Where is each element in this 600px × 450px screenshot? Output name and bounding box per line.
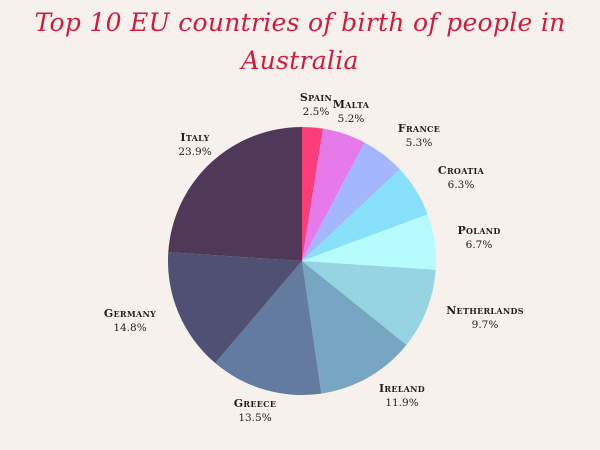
pie-slice-spain: [302, 127, 323, 261]
pie-slice-germany: [167, 252, 302, 364]
pie-slice-poland: [302, 214, 437, 270]
pie-slice-netherlands: [302, 261, 436, 345]
slice-label-ireland: Ireland: [379, 382, 425, 395]
pie-labels: Spain 2.5%Malta 5.2% France 5.3% Croatia 6.3% P…: [104, 91, 524, 424]
slice-value-croatia: 6.3%: [448, 179, 475, 191]
slice-label-france: France: [398, 122, 440, 135]
pie-slices: [167, 127, 437, 396]
slice-value-poland: 6.7%: [466, 239, 493, 251]
pie-slice-ireland: [302, 261, 407, 394]
slice-label-spain: Spain: [300, 91, 332, 104]
slice-label-greece: Greece: [234, 397, 277, 410]
pie-slice-malta: [302, 128, 365, 261]
slice-label-malta: Malta: [333, 98, 370, 111]
slice-label-netherlands: Netherlands: [446, 304, 524, 317]
pie-slice-croatia: [302, 169, 428, 261]
slice-label-croatia: Croatia: [438, 164, 485, 177]
pie-slice-greece: [215, 261, 322, 396]
slice-label-italy: Italy: [180, 131, 209, 144]
slice-value-italy: 23.9%: [178, 146, 211, 158]
slice-value-ireland: 11.9%: [385, 397, 418, 409]
chart-title-line-1: Top 10 EU countries of birth of people i…: [34, 8, 566, 37]
slice-value-netherlands: 9.7%: [472, 319, 499, 331]
slice-value-france: 5.3%: [406, 137, 433, 149]
pie-slice-france: [302, 142, 400, 261]
pie-slice-italy: [168, 127, 302, 261]
slice-value-germany: 14.8%: [113, 322, 146, 334]
slice-label-germany: Germany: [104, 307, 156, 320]
slice-value-malta: 5.2%: [338, 113, 365, 125]
slice-value-greece: 13.5%: [238, 412, 271, 424]
chart-title: Top 10 EU countries of birth of people i…: [0, 4, 600, 80]
chart-title-line-2: Australia: [241, 46, 359, 75]
slice-value-spain: 2.5%: [303, 106, 330, 118]
slice-label-poland: Poland: [457, 224, 500, 237]
